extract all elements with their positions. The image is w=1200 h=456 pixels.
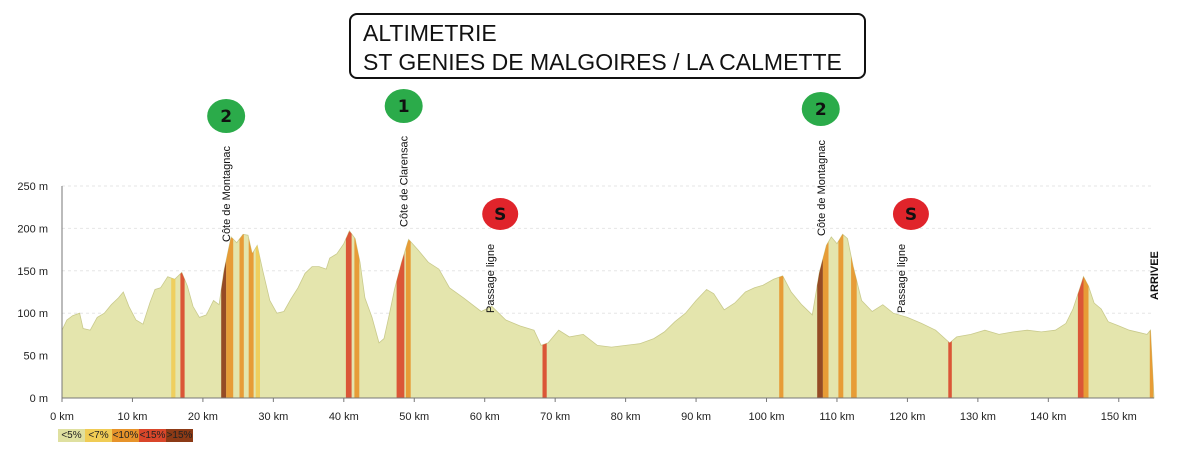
climb-name-label: Côte de Montagnac bbox=[221, 145, 233, 242]
x-tick-label: 110 km bbox=[819, 411, 854, 423]
climb-marker: 2 Côte de Montagnac bbox=[207, 99, 246, 242]
sprint-marker: S Passage ligne bbox=[482, 198, 519, 313]
x-tick-label: 90 km bbox=[681, 411, 711, 423]
sprint-marker: S Passage ligne bbox=[892, 198, 929, 313]
steep-segment bbox=[345, 231, 352, 398]
climb-category-label: 2 bbox=[220, 107, 232, 127]
x-tick-label: 100 km bbox=[748, 411, 784, 423]
climb-category-label: 1 bbox=[398, 97, 410, 117]
steep-segment bbox=[542, 343, 547, 398]
legend-item: <15% bbox=[139, 429, 166, 442]
legend-item: <5% bbox=[58, 429, 85, 442]
steep-segment bbox=[239, 234, 244, 398]
y-tick-label: 100 m bbox=[17, 308, 48, 320]
legend-item: <10% bbox=[112, 429, 139, 442]
title-line-2: ST GENIES DE MALGOIRES / LA CALMETTE bbox=[363, 49, 842, 75]
grade-legend: <5% <7% <10% <15% >15% bbox=[58, 429, 193, 442]
steep-segments bbox=[171, 231, 1154, 398]
sprint-name-label: Passage ligne bbox=[896, 244, 908, 313]
sprint-symbol: S bbox=[494, 205, 506, 225]
y-tick-label: 250 m bbox=[17, 181, 48, 193]
climb-name-label: Côte de Clarensac bbox=[399, 135, 411, 227]
legend-item: >15% bbox=[166, 429, 193, 442]
y-tick-label: 50 m bbox=[24, 351, 48, 363]
steep-segment bbox=[396, 253, 405, 398]
sprint-badge bbox=[482, 198, 519, 230]
sprint-name-label: Passage ligne bbox=[485, 244, 497, 313]
axes: 0 m 50 m 100 m 150 m 200 m 250 m 0 km 10 km 20 k… bbox=[17, 181, 1154, 423]
steep-segment bbox=[1083, 276, 1089, 398]
steep-segment bbox=[171, 278, 176, 398]
climb-category-label: 2 bbox=[815, 100, 827, 120]
legend-item: <7% bbox=[85, 429, 112, 442]
steep-segment bbox=[817, 258, 823, 398]
steep-segment bbox=[851, 256, 857, 398]
steep-segment bbox=[180, 272, 185, 398]
steep-segment bbox=[248, 238, 254, 398]
x-tick-label: 60 km bbox=[470, 411, 500, 423]
steep-segment bbox=[255, 245, 260, 398]
y-tick-label: 0 m bbox=[30, 393, 48, 405]
steep-segment bbox=[405, 239, 411, 398]
steep-segment bbox=[948, 341, 952, 398]
climb-marker: 1 Côte de Clarensac bbox=[384, 89, 423, 227]
x-tick-label: 70 km bbox=[540, 411, 570, 423]
steep-segment bbox=[822, 241, 829, 398]
x-tick-label: 10 km bbox=[117, 411, 147, 423]
climb-category-badge bbox=[207, 99, 246, 133]
y-tick-label: 200 m bbox=[17, 223, 48, 235]
x-tick-label: 40 km bbox=[329, 411, 359, 423]
y-tick-label: 150 m bbox=[17, 266, 48, 278]
x-tick-label: 140 km bbox=[1030, 411, 1066, 423]
sprint-symbol: S bbox=[905, 205, 917, 225]
sprint-badge bbox=[892, 198, 929, 230]
steep-segment bbox=[1077, 276, 1084, 398]
annotations: 2 Côte de Montagnac 1 Côte de Clarensac 2 Côt… bbox=[207, 89, 1161, 313]
x-tick-label: 0 km bbox=[50, 411, 74, 423]
steep-segment bbox=[779, 275, 784, 398]
finish-label: ARRIVEE bbox=[1149, 251, 1161, 300]
steep-segment bbox=[226, 237, 234, 398]
climb-category-badge bbox=[384, 89, 423, 123]
x-tick-label: 30 km bbox=[258, 411, 288, 423]
steep-segment bbox=[354, 237, 360, 398]
x-tick-label: 120 km bbox=[889, 411, 925, 423]
climb-marker: 2 Côte de Montagnac bbox=[801, 92, 840, 236]
x-tick-label: 80 km bbox=[611, 411, 641, 423]
title-box: ALTIMETRIE ST GENIES DE MALGOIRES / LA C… bbox=[349, 13, 866, 79]
title-line-1: ALTIMETRIE bbox=[363, 20, 497, 46]
profile-area bbox=[61, 230, 1155, 399]
x-tick-label: 20 km bbox=[188, 411, 218, 423]
profile-polygon bbox=[61, 230, 1155, 399]
steep-segment bbox=[1149, 330, 1154, 398]
x-tick-label: 50 km bbox=[399, 411, 429, 423]
x-tick-label: 150 km bbox=[1101, 411, 1137, 423]
x-tick-label: 130 km bbox=[960, 411, 996, 423]
climb-category-badge bbox=[801, 92, 840, 126]
steep-segment bbox=[221, 260, 227, 398]
steep-segment bbox=[838, 234, 844, 398]
climb-name-label: Côte de Montagnac bbox=[816, 139, 828, 236]
